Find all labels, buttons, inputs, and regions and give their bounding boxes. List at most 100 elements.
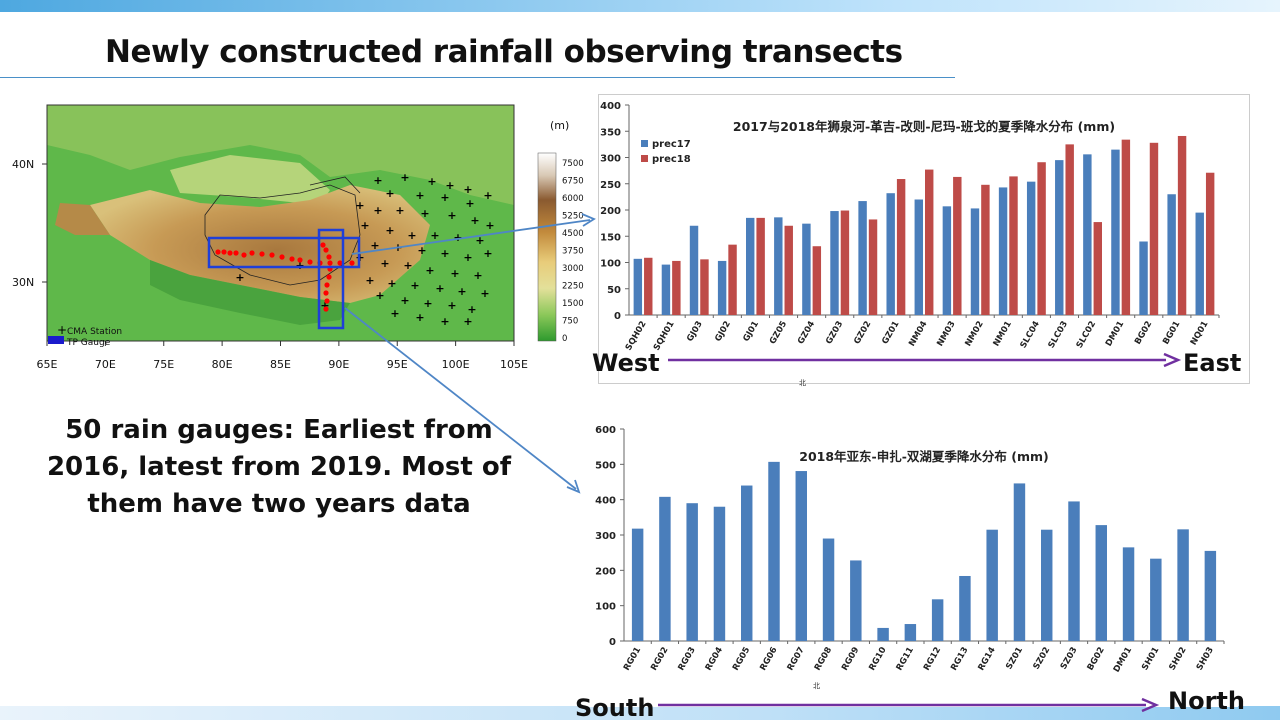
tp-gauge-marker [323, 306, 329, 312]
cma-station-marker: + [427, 175, 436, 188]
cma-station-marker: + [400, 171, 409, 184]
lat-tick-label: 30N [12, 276, 34, 289]
bar-prec17-SQH02 [633, 258, 643, 315]
map-figure: + + + + ++ + + +++ + + + + + ++ + + + + ++ + + + + ++ + + + + ++ + + + +… [12, 104, 584, 371]
bar-prec17-NQ01 [1195, 212, 1204, 315]
x-tick-label: GZ01 [880, 319, 901, 346]
bar-value-SZ03 [1068, 501, 1080, 641]
bar-prec18-DM01 [1121, 139, 1131, 315]
cma-station-marker: + [450, 267, 459, 280]
cma-station-marker: + [410, 279, 419, 292]
colorbar-tick-label: 6750 [562, 177, 584, 187]
colorbar-tick-label: 5250 [562, 212, 584, 222]
tp-gauge-marker [349, 260, 355, 266]
bar-prec17-GZ03 [830, 211, 839, 315]
cma-station-marker: + [480, 287, 489, 300]
x-tick-label: SZ03 [1059, 645, 1080, 671]
map-tarim-basin [170, 155, 330, 205]
cma-station-marker: + [395, 204, 404, 217]
colorbar-tick-label: 6000 [562, 194, 584, 204]
bar-prec18-GZ04 [812, 246, 822, 315]
y-tick-label: 100 [595, 602, 616, 613]
cma-station-marker: + [465, 197, 474, 210]
bar-prec17-BG02 [1139, 241, 1148, 315]
latitude-labels: 40N 30N [12, 158, 47, 289]
cma-station-marker: + [453, 231, 462, 244]
bar-prec18-SQH02 [644, 257, 653, 315]
map-southern-foothills [150, 260, 350, 325]
lon-tick-label: 85E [270, 358, 291, 371]
legend-label: prec17 [652, 139, 691, 150]
lon-tick-label: 75E [153, 358, 174, 371]
lon-tick-label: 80E [212, 358, 233, 371]
x-tick-label: SLC03 [1047, 319, 1071, 350]
x-tick-label: RG04 [704, 645, 725, 672]
cma-station-marker: + [470, 214, 479, 227]
y-tick-label: 200 [595, 566, 616, 577]
bar-prec17-SQH01 [661, 264, 671, 315]
tp-gauge-marker [269, 252, 275, 258]
lon-tick-label: 95E [387, 358, 408, 371]
bar-prec18-NQ01 [1205, 172, 1215, 315]
bar-value-RG08 [822, 538, 835, 641]
bar-prec17-NM02 [970, 208, 980, 315]
x-tick-label: GZ04 [796, 319, 817, 346]
cma-station-marker: + [447, 209, 456, 222]
cma-station-marker: + [415, 311, 424, 324]
colorbar-tick-label: 7500 [562, 159, 584, 169]
bar-value-RG07 [795, 471, 807, 641]
bar-value-RG11 [904, 624, 917, 641]
elevation-map: + + + + + + + + + + + + + + + + + + + + + + + + + + + + + + + + + + + + + + + +… [0, 85, 590, 380]
tp-gauge-markers [215, 242, 355, 312]
bar-prec18-BG01 [1177, 135, 1187, 315]
station-legend-label: CMA Station [67, 327, 122, 337]
small-mark-top: 北 [799, 379, 806, 387]
bar-value-RG06 [768, 461, 780, 641]
x-tick-label: SZ02 [1032, 645, 1053, 671]
south-north-transect-box [317, 228, 345, 330]
south-label: South [575, 694, 655, 722]
x-tick-label: RG05 [731, 645, 752, 672]
bar-prec17-GJ02 [717, 260, 727, 315]
cma-station-marker: + [463, 183, 472, 196]
x-tick-label: GJ03 [685, 319, 705, 343]
tp-gauge-marker [249, 250, 255, 256]
cma-station-marker: + [295, 259, 304, 272]
x-tick-label: NM03 [935, 319, 957, 348]
x-tick-label: NM01 [992, 319, 1014, 348]
colorbar-tick-label: 3750 [562, 247, 584, 257]
colorbar-tick-label: 4500 [562, 229, 584, 239]
cma-station-marker: + [425, 264, 434, 277]
x-tick-label: DM01 [1104, 319, 1126, 348]
bar-prec18-GZ05 [784, 225, 793, 315]
cma-station-marker: + [435, 282, 444, 295]
east-label: East [1183, 349, 1242, 377]
legend-label: prec18 [652, 154, 691, 165]
lat-tick-label: 40N [12, 158, 34, 171]
south-north-chart-panel: 0 100 200 300 400 500 600 2018年亚东-申扎-双湖夏季降水分布 (… [588, 407, 1238, 707]
bar-prec18-GJ03 [700, 259, 709, 315]
y-tick-label: 500 [595, 460, 616, 471]
cma-station-marker: + [473, 269, 482, 282]
x-tick-label: RG08 [813, 645, 834, 672]
tp-gauge-marker [324, 298, 330, 304]
gauge-legend-label: TP Gauge [66, 338, 111, 348]
x-tick-label: BG01 [1161, 319, 1182, 346]
cma-station-marker: + [445, 179, 454, 192]
y-tick-label: 250 [600, 180, 621, 191]
bar-value-RG04 [713, 506, 726, 641]
bar-prec18-SLC04 [1037, 162, 1046, 315]
bar-value-RG03 [686, 503, 698, 641]
x-tick-label: SH01 [1140, 645, 1161, 672]
y-tick-label: 300 [595, 531, 616, 542]
lon-tick-label: 65E [37, 358, 58, 371]
bar-prec17-NM03 [942, 206, 952, 315]
cma-station-marker: + [485, 219, 494, 232]
gauge-summary-text: 50 rain gauges: Earliest from 2016, late… [46, 415, 512, 519]
tp-gauge-marker [215, 249, 221, 255]
small-mark-bottom: 北 [813, 682, 820, 690]
bar-prec17-GZ01 [886, 193, 895, 315]
cma-station-marker: + [457, 285, 466, 298]
cma-station-marker: + [385, 187, 394, 200]
tp-gauge-marker [241, 252, 247, 258]
